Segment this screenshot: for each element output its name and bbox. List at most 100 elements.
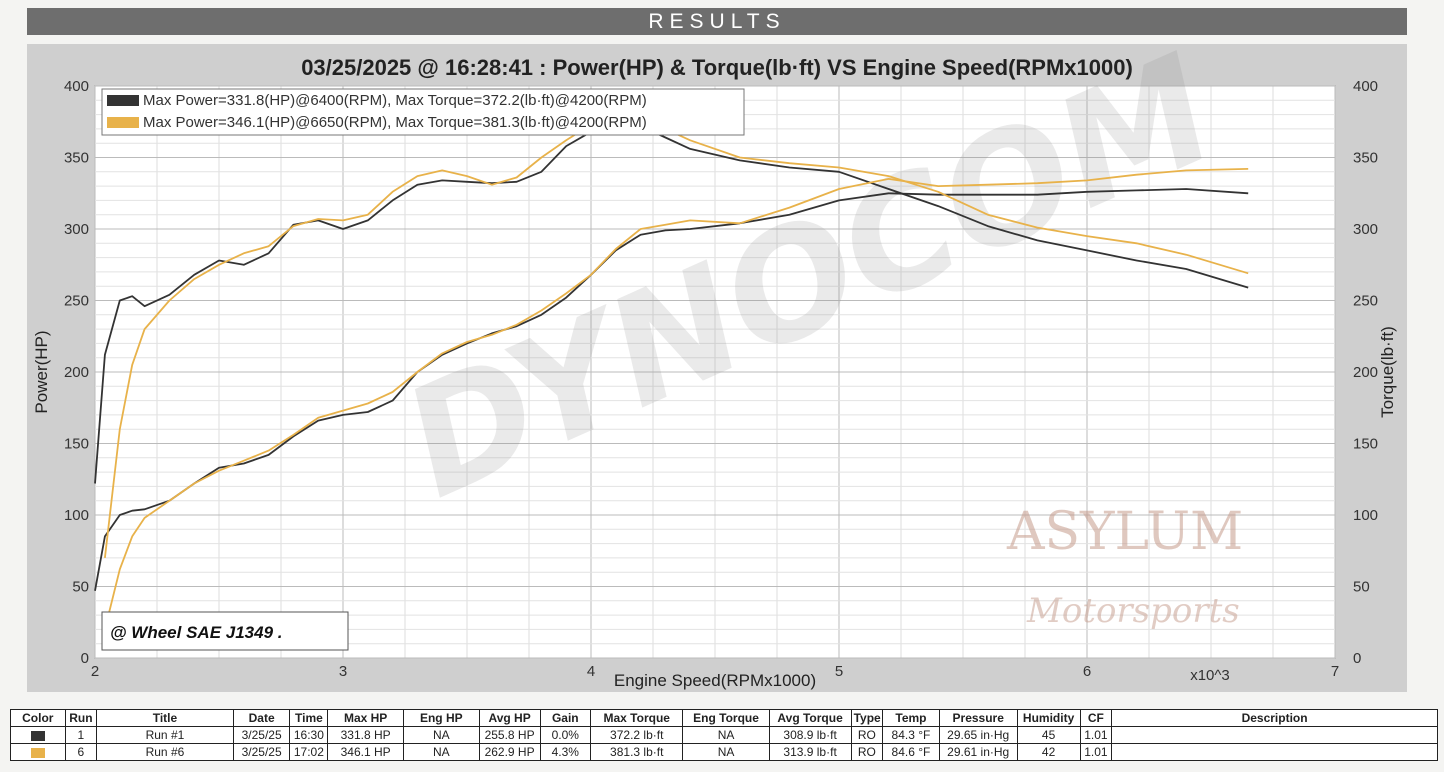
chart-panel: 03/25/2025 @ 16:28:41 : Power(HP) & Torq… (27, 44, 1407, 692)
table-cell: 0.0% (539, 726, 592, 744)
x-axis-label: Engine Speed(RPMx1000) (614, 671, 816, 690)
column-header: Temp (882, 709, 940, 727)
table-cell (1111, 743, 1438, 761)
column-header: Humidity (1016, 709, 1081, 727)
table-cell: 84.3 °F (882, 726, 940, 744)
series-line-torque-3 (104, 112, 1249, 559)
table-cell: 3/25/25 (232, 726, 291, 744)
table-cell: 45 (1016, 726, 1081, 744)
table-cell: 17:02 (289, 743, 329, 761)
table-cell: 6 (64, 743, 98, 761)
column-header: Max Torque (589, 709, 684, 727)
column-header: CF (1079, 709, 1113, 727)
y-tick-label-left: 300 (64, 221, 89, 238)
y-tick-label-left: 100 (64, 507, 89, 524)
column-header: Type (850, 709, 884, 727)
table-cell: NA (682, 726, 770, 744)
y-tick-label-right: 50 (1353, 579, 1370, 596)
results-table: Color Run Title Date Time Max HP Eng HP Avg HP G… (10, 709, 1438, 761)
x-tick-label: 6 (1083, 663, 1091, 680)
y-tick-label-left: 400 (64, 78, 89, 95)
color-cell (10, 726, 66, 744)
series-layer (94, 112, 1249, 630)
y-tick-label-right: 0 (1353, 650, 1361, 667)
grid (94, 85, 1336, 659)
x-tick-label: 4 (587, 663, 595, 680)
y-tick-label-left: 200 (64, 364, 89, 381)
table-cell: 372.2 lb·ft (589, 726, 684, 744)
table-cell: NA (402, 743, 480, 761)
table-cell: 29.61 in·Hg (938, 743, 1018, 761)
table-cell: 346.1 HP (327, 743, 404, 761)
table-cell: 262.9 HP (478, 743, 541, 761)
y-tick-label-right: 350 (1353, 150, 1378, 167)
dyno-chart: 03/25/2025 @ 16:28:41 : Power(HP) & Torq… (32, 44, 1397, 690)
series-line-power-2 (104, 168, 1249, 630)
legend: Max Power=331.8(HP)@6400(RPM), Max Torqu… (101, 88, 745, 136)
y-tick-label-right: 250 (1353, 293, 1378, 310)
y-tick-label-right: 150 (1353, 436, 1378, 453)
y-axis-right-label: Torque(lb·ft) (1378, 326, 1397, 418)
table-cell: Run #6 (96, 743, 234, 761)
table-row: 6 Run #6 3/25/25 17:02 346.1 HP NA 262.9 HP 4.3… (10, 743, 1438, 761)
svg-text:Motorsports: Motorsports (1026, 591, 1240, 631)
table-cell: RO (850, 743, 884, 761)
column-header: Gain (539, 709, 592, 727)
column-header: Eng HP (402, 709, 480, 727)
column-header: Pressure (938, 709, 1018, 727)
table-cell: 3/25/25 (232, 743, 291, 761)
table-cell: 313.9 lb·ft (768, 743, 852, 761)
y-tick-label-left: 150 (64, 436, 89, 453)
table-cell: Run #1 (96, 726, 234, 744)
column-header: Avg Torque (768, 709, 852, 727)
table-cell: 331.8 HP (327, 726, 404, 744)
y-axis-left-label: Power(HP) (32, 330, 51, 413)
annotation-box: @ Wheel SAE J1349 . (101, 611, 349, 651)
legend-swatch-run1 (107, 95, 139, 106)
table-cell: RO (850, 726, 884, 744)
y-tick-label-right: 300 (1353, 221, 1378, 238)
legend-swatch-run6 (107, 117, 139, 128)
legend-label-run1: Max Power=331.8(HP)@6400(RPM), Max Torqu… (143, 92, 647, 109)
table-cell: 255.8 HP (478, 726, 541, 744)
legend-label-run6: Max Power=346.1(HP)@6650(RPM), Max Torqu… (143, 114, 647, 131)
table-cell: 42 (1016, 743, 1081, 761)
column-header: Eng Torque (682, 709, 770, 727)
table-cell: NA (402, 726, 480, 744)
table-cell: 16:30 (289, 726, 329, 744)
column-header: Max HP (327, 709, 404, 727)
x-tick-label: 2 (91, 663, 99, 680)
results-header: RESULTS (27, 8, 1407, 35)
x-tick-label: 7 (1331, 663, 1339, 680)
legend-box (101, 88, 745, 136)
table-cell: 4.3% (539, 743, 592, 761)
table-row: 1 Run #1 3/25/25 16:30 331.8 HP NA 255.8 HP 0.0… (10, 726, 1438, 744)
table-body: 1 Run #1 3/25/25 16:30 331.8 HP NA 255.8 HP 0.0… (10, 726, 1438, 761)
column-header: Date (232, 709, 291, 727)
column-header: Time (289, 709, 329, 727)
table-cell: 1.01 (1079, 743, 1113, 761)
color-swatch (30, 730, 45, 741)
correction-standard-label: @ Wheel SAE J1349 . (110, 623, 282, 642)
x-tick-label: 5 (835, 663, 843, 680)
chart-title: 03/25/2025 @ 16:28:41 : Power(HP) & Torq… (301, 55, 1133, 80)
y-tick-label-left: 350 (64, 150, 89, 167)
color-swatch (30, 747, 45, 758)
table-cell (1111, 726, 1438, 744)
y-tick-label-right: 100 (1353, 507, 1378, 524)
series-line-torque-1 (94, 125, 1249, 484)
y-tick-label-right: 400 (1353, 78, 1378, 95)
column-header: Title (96, 709, 234, 727)
column-header: Description (1111, 709, 1438, 727)
column-header: Color (10, 709, 66, 727)
table-cell: 1.01 (1079, 726, 1113, 744)
y-tick-label-right: 200 (1353, 364, 1378, 381)
table-cell: 29.65 in·Hg (938, 726, 1018, 744)
table-cell: NA (682, 743, 770, 761)
color-cell (10, 743, 66, 761)
table-cell: 308.9 lb·ft (768, 726, 852, 744)
x-axis-multiplier: x10^3 (1190, 667, 1230, 684)
table-header-row: Color Run Title Date Time Max HP Eng HP Avg HP G… (10, 709, 1438, 727)
column-header: Run (64, 709, 98, 727)
y-tick-label-left: 50 (72, 579, 89, 596)
